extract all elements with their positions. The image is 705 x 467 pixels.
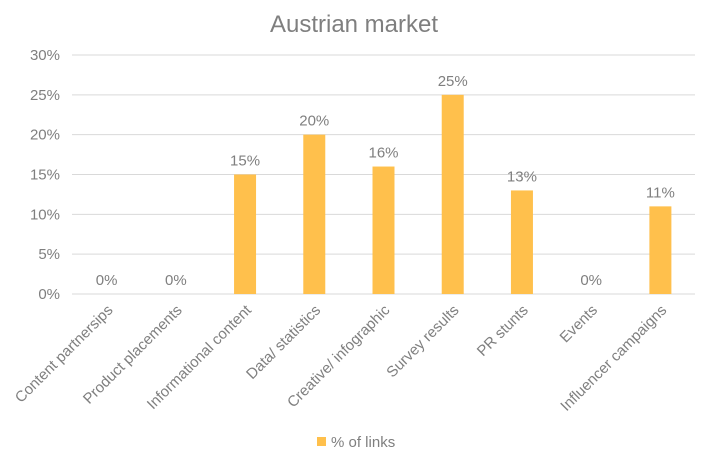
chart-title: Austrian market <box>270 11 438 38</box>
y-tick-label: 0% <box>38 286 60 303</box>
data-label: 0% <box>165 272 187 289</box>
data-labels: 0% 0% 15% 20% 16% 25% 13% 0% 11% <box>96 73 675 289</box>
data-label: 20% <box>299 113 329 130</box>
bar <box>510 190 533 294</box>
bar <box>234 174 257 294</box>
data-label: 0% <box>580 272 602 289</box>
y-tick-label: 15% <box>30 167 60 184</box>
y-tick-label: 5% <box>38 246 60 263</box>
data-label: 11% <box>646 184 675 201</box>
bars <box>234 94 672 294</box>
data-label: 16% <box>368 145 398 162</box>
legend-swatch <box>317 437 326 446</box>
x-tick-label: Events <box>557 302 601 346</box>
bar <box>441 94 464 294</box>
bar <box>303 134 326 294</box>
data-label: 15% <box>230 153 260 170</box>
data-label: 13% <box>507 168 537 185</box>
legend-label: % of links <box>331 434 395 451</box>
y-axis-ticks: 0% 5% 10% 15% 20% 25% 30% <box>30 47 60 303</box>
y-tick-label: 25% <box>30 87 60 104</box>
data-label: 25% <box>438 73 468 90</box>
legend: % of links <box>317 434 395 451</box>
x-tick-label: PR stunts <box>474 302 532 360</box>
x-tick-label: Survey results <box>383 302 462 381</box>
y-tick-label: 20% <box>30 127 60 144</box>
data-label: 0% <box>96 272 118 289</box>
bar <box>372 166 395 294</box>
y-tick-label: 30% <box>30 47 60 64</box>
y-tick-label: 10% <box>30 206 60 223</box>
bar <box>649 206 672 294</box>
